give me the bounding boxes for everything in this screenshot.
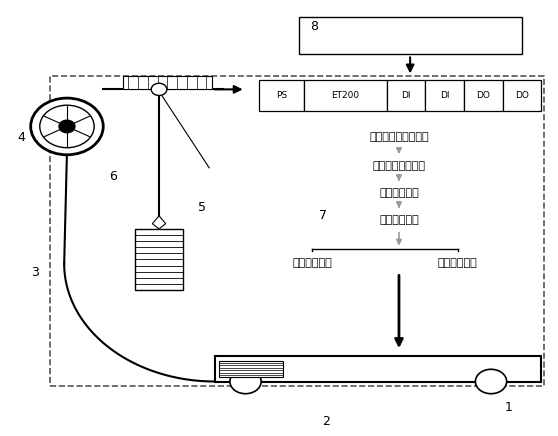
Bar bbox=[259, 80, 304, 111]
Circle shape bbox=[151, 83, 167, 95]
Text: 8: 8 bbox=[310, 20, 318, 33]
Text: 数据存储模块: 数据存储模块 bbox=[379, 188, 419, 198]
Text: DI: DI bbox=[440, 91, 449, 100]
Text: 报警输出模块: 报警输出模块 bbox=[437, 258, 478, 268]
Text: PS: PS bbox=[276, 91, 287, 100]
Bar bbox=[503, 80, 541, 111]
Bar bbox=[425, 80, 464, 111]
Text: 4: 4 bbox=[18, 131, 26, 144]
Text: DO: DO bbox=[477, 91, 490, 100]
Circle shape bbox=[40, 105, 94, 148]
Bar bbox=[219, 361, 283, 377]
Circle shape bbox=[230, 369, 261, 394]
Text: 7: 7 bbox=[319, 209, 327, 222]
Text: ET200: ET200 bbox=[331, 91, 359, 100]
Polygon shape bbox=[152, 216, 166, 229]
Text: DI: DI bbox=[401, 91, 411, 100]
Text: 5: 5 bbox=[198, 201, 206, 214]
Text: 6: 6 bbox=[109, 170, 117, 183]
Bar bbox=[299, 17, 522, 54]
Text: 1: 1 bbox=[505, 401, 513, 414]
Bar bbox=[464, 80, 503, 111]
Text: 编码器量程转换模块: 编码器量程转换模块 bbox=[369, 133, 429, 142]
Bar bbox=[123, 76, 212, 89]
Bar bbox=[135, 229, 182, 290]
Text: 安全联锁模块: 安全联锁模块 bbox=[379, 215, 419, 225]
Text: 2: 2 bbox=[323, 415, 330, 428]
Circle shape bbox=[475, 369, 507, 394]
Text: 分段校准函数模块: 分段校准函数模块 bbox=[373, 161, 425, 170]
Circle shape bbox=[31, 98, 103, 155]
Bar bbox=[304, 80, 387, 111]
Bar bbox=[50, 76, 544, 386]
Text: DO: DO bbox=[515, 91, 529, 100]
Bar bbox=[215, 356, 541, 382]
Text: 3: 3 bbox=[31, 266, 39, 279]
Circle shape bbox=[59, 120, 75, 133]
Text: 驱动输出模块: 驱动输出模块 bbox=[292, 258, 333, 268]
Bar bbox=[387, 80, 425, 111]
